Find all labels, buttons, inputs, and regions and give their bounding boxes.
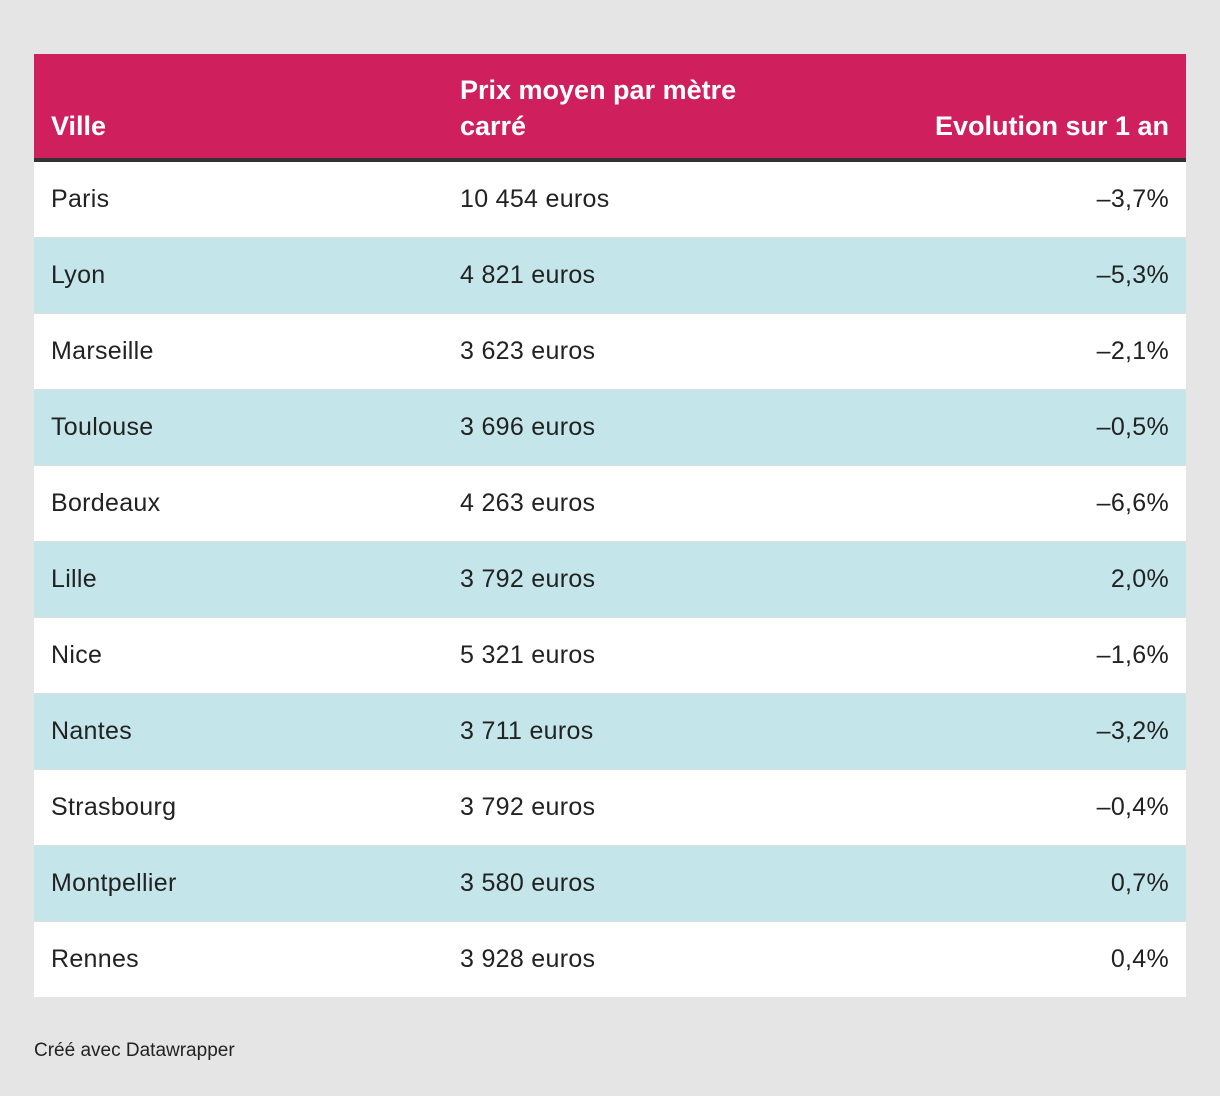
cell-evolution: –2,1%	[1096, 337, 1169, 365]
header-ville: Ville	[51, 111, 107, 141]
cell-prix: 4 821 euros	[460, 261, 596, 289]
cell-ville: Nice	[51, 641, 103, 669]
cell-prix: 4 263 euros	[460, 489, 596, 517]
cell-evolution: –3,7%	[1096, 185, 1169, 213]
table-row: Bordeaux 4 263 euros –6,6%	[34, 466, 1186, 542]
table-header: Ville Prix moyen par mètre carré Evoluti…	[34, 54, 1186, 162]
cell-prix: 3 711 euros	[460, 717, 594, 745]
cell-prix: 5 321 euros	[460, 641, 596, 669]
cell-evolution: 2,0%	[1110, 565, 1169, 593]
header-prix: Prix moyen par mètre carré	[460, 75, 737, 141]
cell-evolution: –0,5%	[1096, 413, 1169, 441]
cell-prix: 3 792 euros	[460, 565, 596, 593]
cell-ville: Marseille	[51, 337, 154, 365]
cell-evolution: –0,4%	[1096, 793, 1169, 821]
cell-evolution: –1,6%	[1096, 641, 1169, 669]
table-row: Nice 5 321 euros –1,6%	[34, 618, 1186, 694]
cell-prix: 10 454 euros	[460, 185, 610, 213]
table-row: Marseille 3 623 euros –2,1%	[34, 314, 1186, 390]
cell-ville: Toulouse	[51, 413, 154, 441]
table-row: Rennes 3 928 euros 0,4%	[34, 922, 1186, 997]
cell-ville: Montpellier	[51, 869, 177, 897]
cell-ville: Bordeaux	[51, 489, 161, 517]
cell-prix: 3 696 euros	[460, 413, 596, 441]
table-row: Lille 3 792 euros 2,0%	[34, 542, 1186, 618]
cell-ville: Paris	[51, 185, 110, 213]
cell-prix: 3 580 euros	[460, 869, 596, 897]
table-row: Toulouse 3 696 euros –0,5%	[34, 390, 1186, 466]
cell-ville: Lyon	[51, 261, 106, 289]
cell-evolution: 0,7%	[1110, 869, 1169, 897]
table-row: Lyon 4 821 euros –5,3%	[34, 238, 1186, 314]
cell-evolution: –5,3%	[1096, 261, 1169, 289]
header-evolution: Evolution sur 1 an	[934, 111, 1169, 141]
cell-ville: Nantes	[51, 717, 133, 745]
cell-prix: 3 928 euros	[460, 945, 596, 973]
cell-evolution: –6,6%	[1096, 489, 1169, 517]
table-row: Paris 10 454 euros –3,7%	[34, 162, 1186, 238]
table-row: Strasbourg 3 792 euros –0,4%	[34, 770, 1186, 846]
table-row: Montpellier 3 580 euros 0,7%	[34, 846, 1186, 922]
cell-evolution: –3,2%	[1096, 717, 1169, 745]
footer-credit: Créé avec Datawrapper	[34, 1040, 235, 1061]
cell-prix: 3 623 euros	[460, 337, 596, 365]
cell-ville: Strasbourg	[51, 793, 177, 821]
table-row: Nantes 3 711 euros –3,2%	[34, 694, 1186, 770]
cell-ville: Lille	[51, 565, 97, 593]
cell-prix: 3 792 euros	[460, 793, 596, 821]
table-body: Paris 10 454 euros –3,7% Lyon 4 821 euros –5,…	[34, 162, 1186, 997]
cell-ville: Rennes	[51, 945, 139, 973]
data-table: Ville Prix moyen par mètre carré Evoluti…	[34, 54, 1186, 997]
cell-evolution: 0,4%	[1110, 945, 1169, 973]
